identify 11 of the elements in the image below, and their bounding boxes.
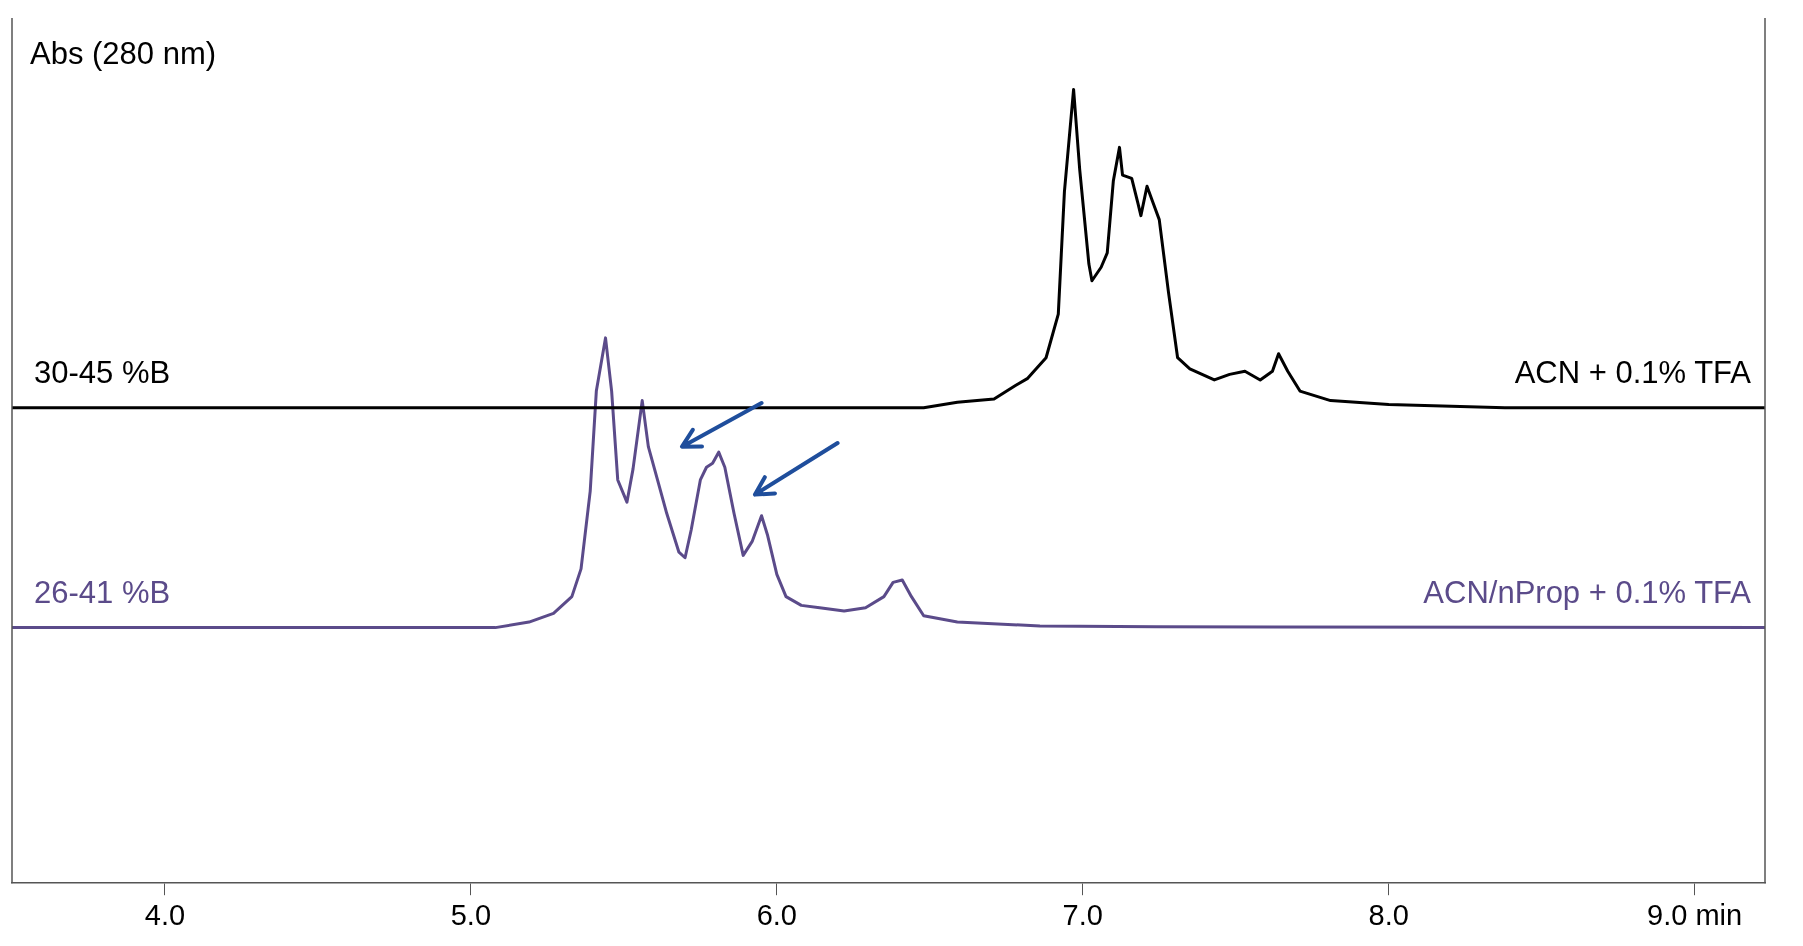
y-axis-title: Abs (280 nm) [30, 36, 217, 72]
x-tick-label: 8.0 [1368, 898, 1409, 931]
x-tick-label: 5.0 [450, 898, 492, 931]
series-label: ACN/nProp + 0.1% TFA [1423, 574, 1752, 610]
annotation: 30-45 %B [34, 354, 171, 390]
x-tick-label: 9.0 min [1647, 898, 1743, 931]
series-label: ACN + 0.1% TFA [1514, 354, 1752, 390]
annotation: 26-41 %B [34, 574, 171, 610]
x-tick-label: 4.0 [144, 898, 186, 931]
x-tick-label: 6.0 [756, 898, 797, 931]
x-tick-label: 7.0 [1062, 898, 1103, 931]
